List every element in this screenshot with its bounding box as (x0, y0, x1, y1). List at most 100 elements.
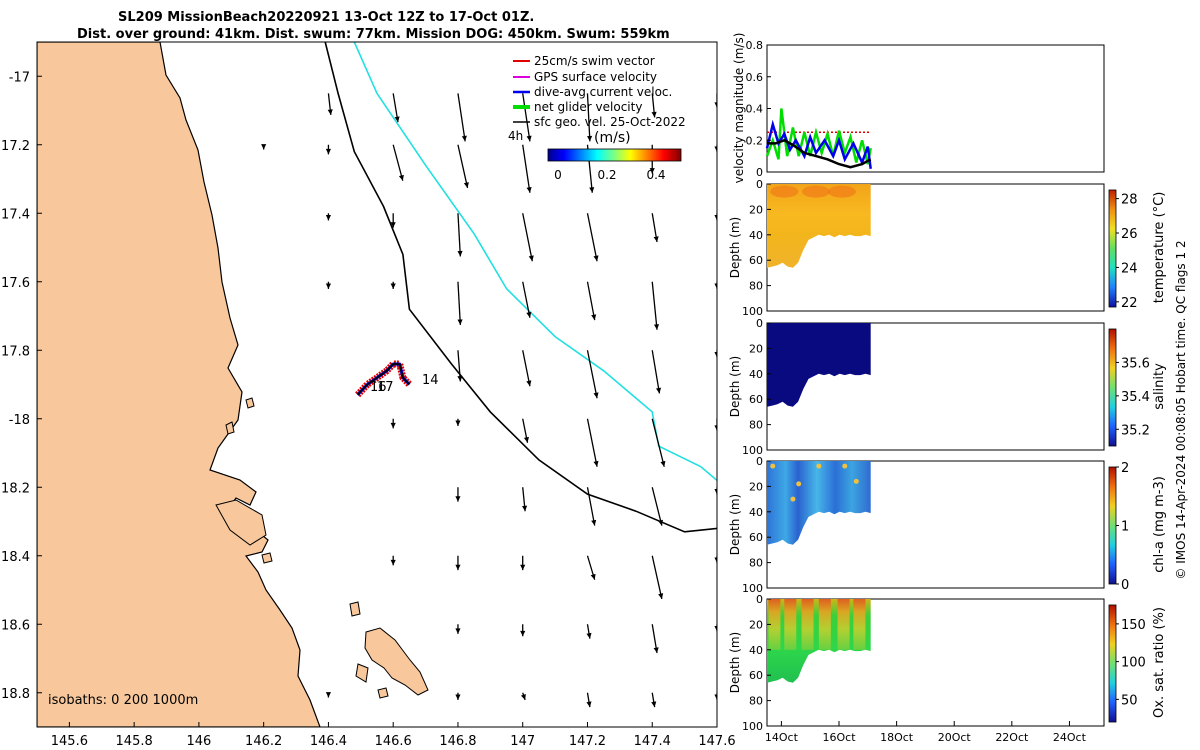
y-tick-label: 100 (742, 444, 763, 457)
geo-velocity-arrow (457, 350, 463, 382)
x-tick-label: 145.8 (116, 734, 153, 749)
velocity-panel: 0 0.2 0.4 0.6 0.8 velocity magnitude (m/s) (732, 33, 1105, 184)
colorbar-tick-label: 26 (1121, 227, 1138, 242)
y-tick-label: 18.2 (1, 481, 30, 496)
geo-velocity-arrow (714, 93, 717, 108)
colorbar-tick-label: 35.6 (1121, 356, 1150, 371)
x-tick-label: 24Oct (1053, 731, 1087, 744)
geo-velocity-arrow (455, 624, 461, 634)
y-tick-label: 40 (749, 368, 763, 381)
geo-velocity-arrow (586, 418, 599, 467)
section-colorbar (1108, 189, 1117, 308)
chl-high-point (796, 481, 802, 487)
australia-land (37, 42, 321, 727)
map-x-axis: 145.6 145.8 146 146.2 146.4 146.6 146.8 147 147.… (51, 722, 736, 749)
track-day-label: 17 (377, 380, 394, 395)
colorbar-tick-label: 0 (1121, 578, 1129, 593)
velocity-y-label: velocity magnitude (m/s) (732, 33, 746, 184)
x-tick-label: 22Oct (995, 731, 1029, 744)
section-data-field (767, 461, 871, 545)
geo-velocity-arrow (390, 555, 396, 566)
geo-velocity-arrow (586, 624, 592, 639)
section-panel: 0 20 40 60 80 100 Depth (m) 50 100 150 Ox. sat. ra… (728, 593, 1167, 733)
map-y-axis: -17 17.2 17.4 17.6 17.8 -18 18.2 18.4 18.6 18.8 (1, 70, 42, 702)
geo-velocity-arrow (714, 213, 717, 221)
geo-velocity-arrow (457, 93, 467, 142)
y-tick-label: 60 (749, 669, 763, 682)
geo-velocity-arrow (390, 213, 396, 228)
geo-velocity-arrow (455, 487, 461, 502)
y-tick-label: 80 (749, 695, 763, 708)
colorbar-tick-label: 1 (1121, 520, 1129, 535)
geo-velocity-arrow (392, 144, 404, 181)
y-tick-label: 40 (749, 506, 763, 519)
y-tick-label: -17 (9, 70, 30, 85)
colorbar-label: Ox. sat. ratio (%) (1152, 607, 1167, 718)
section-panel: 0 20 40 60 80 100 Depth (m) 35.2 35.4 35.6 salinit… (728, 317, 1167, 457)
y-tick-label: 0 (756, 593, 763, 606)
glider-track (355, 360, 412, 398)
geo-velocity-arrow (714, 624, 717, 632)
geo-velocity-arrow (586, 93, 593, 142)
geo-velocity-arrow (586, 350, 599, 399)
x-tick-label: 147.4 (634, 734, 671, 749)
section-y-label: Depth (m) (728, 356, 742, 417)
velocity-series (765, 108, 872, 169)
section-y-label: Depth (m) (728, 632, 742, 693)
map-legend: 25cm/s swim vector GPS surface velocity … (508, 54, 686, 182)
geo-velocity-arrow (714, 555, 717, 563)
x-tick-label: 146.6 (375, 734, 412, 749)
geo-velocity-arrow (522, 487, 528, 512)
geo-velocity-arrow (390, 281, 396, 289)
warm-surface-patch (827, 185, 856, 198)
geo-velocity-arrow (261, 144, 267, 150)
y-tick-label: 17.4 (1, 207, 30, 222)
geo-velocity-arrow (522, 93, 532, 142)
colorbar-tick: 0.4 (646, 168, 665, 182)
y-tick-label: 20 (749, 342, 763, 355)
velocity-series-line (767, 138, 872, 169)
legend-entry: 25cm/s swim vector (534, 54, 655, 68)
colorbar-label: chl-a (mg m-3) (1152, 476, 1167, 573)
geo-velocity-arrow (714, 350, 717, 358)
geo-velocity-arrow (520, 692, 526, 701)
geo-velocity-arrow (522, 281, 532, 318)
geo-velocity-arrow (714, 692, 717, 700)
chart-title-line-1: SL209 MissionBeach20220921 13-Oct 12Z to… (118, 10, 535, 25)
isobath-1000m (353, 42, 717, 482)
map-axes-frame (36, 41, 718, 728)
section-colorbar (1108, 604, 1117, 723)
geo-velocity-arrow (390, 418, 396, 429)
y-tick-label: 18.6 (1, 618, 30, 633)
x-tick-label: 145.6 (51, 734, 88, 749)
geo-velocity-arrow (651, 350, 662, 394)
colorbar-tick-label: 150 (1121, 618, 1146, 633)
x-tick-label: 14Oct (765, 731, 799, 744)
colorbar-tick-label: 50 (1121, 693, 1138, 708)
colorbar-label: (m/s) (594, 130, 631, 146)
geo-velocity-arrow (455, 692, 461, 700)
colorbar-tick-label: 35.2 (1121, 423, 1150, 438)
colorbar-tick-label: 2 (1121, 461, 1129, 476)
y-tick-label: 17.2 (1, 139, 30, 154)
y-tick-label: 40 (749, 644, 763, 657)
x-tick-label: 16Oct (822, 731, 856, 744)
isobaths-label: isobaths: 0 200 1000m (48, 693, 198, 708)
track-day-label: 16 (370, 380, 387, 395)
y-tick-label: 0.8 (746, 39, 764, 52)
geo-velocity-arrow (714, 144, 717, 152)
geo-velocity-arrow (520, 555, 526, 571)
geo-velocity-arrow (586, 487, 597, 526)
oxygen-surface-band (801, 599, 814, 650)
isobath-200m (324, 42, 717, 533)
chl-high-point (816, 463, 822, 469)
y-tick-label: 100 (742, 582, 763, 595)
section-colorbar (1108, 466, 1117, 585)
velocity-series-line (765, 119, 872, 169)
geo-velocity-arrow (714, 418, 717, 431)
y-tick-label: 60 (749, 531, 763, 544)
y-tick-label: -18 (9, 413, 30, 428)
velocity-series-line (765, 108, 872, 165)
